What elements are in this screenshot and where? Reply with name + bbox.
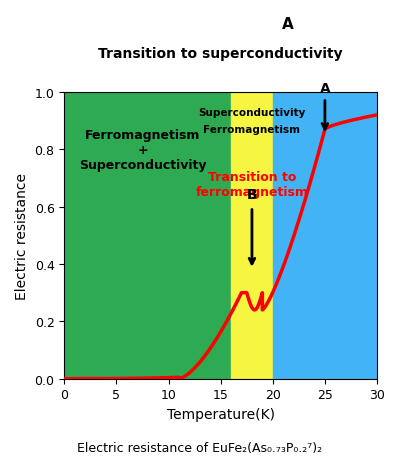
Title: Transition to superconductivity: Transition to superconductivity bbox=[98, 47, 343, 61]
Text: Superconductivity: Superconductivity bbox=[198, 108, 306, 118]
Text: A: A bbox=[282, 17, 294, 32]
Text: A: A bbox=[320, 82, 330, 95]
Bar bbox=[231, 93, 273, 379]
Y-axis label: Electric resistance: Electric resistance bbox=[15, 173, 29, 299]
Bar bbox=[64, 93, 231, 379]
X-axis label: Temperature(K): Temperature(K) bbox=[167, 407, 275, 421]
Text: Ferromagnetism
+
Superconductivity: Ferromagnetism + Superconductivity bbox=[79, 129, 206, 171]
Bar bbox=[273, 93, 377, 379]
Text: Transition to
ferromagnetism: Transition to ferromagnetism bbox=[196, 170, 308, 198]
Text: B: B bbox=[247, 187, 257, 202]
Text: Electric resistance of EuFe₂(As₀.₇₃P₀.₂⁷)₂: Electric resistance of EuFe₂(As₀.₇₃P₀.₂⁷… bbox=[78, 442, 322, 454]
Text: Ferromagnetism: Ferromagnetism bbox=[204, 125, 300, 135]
